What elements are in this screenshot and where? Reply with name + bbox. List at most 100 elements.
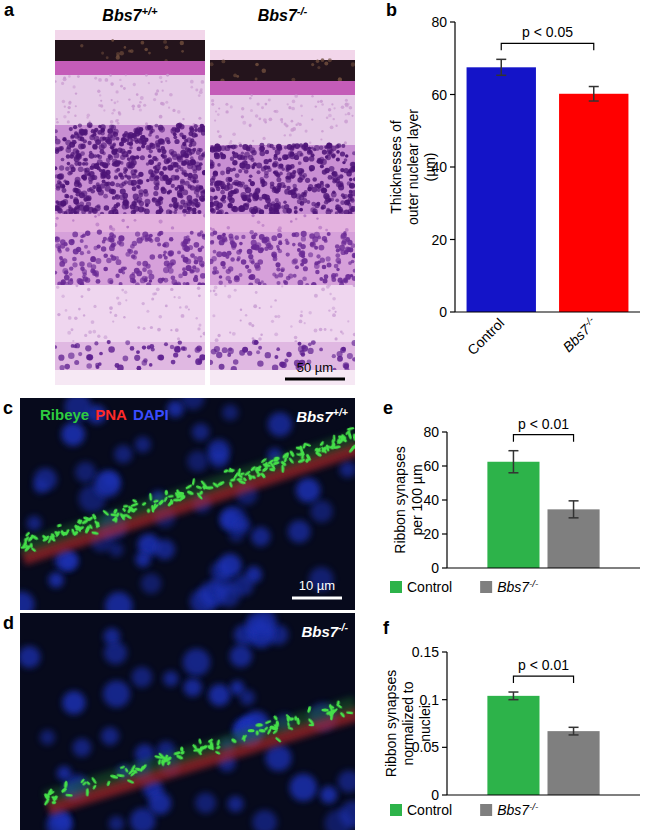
nucleus [278, 241, 282, 245]
nucleus [248, 179, 251, 182]
nucleus [177, 337, 180, 340]
nucleus [231, 245, 236, 250]
nucleus [74, 360, 79, 365]
nucleus [173, 352, 178, 357]
nucleus [90, 189, 95, 194]
nucleus [85, 162, 89, 166]
nucleus [72, 232, 78, 238]
nucleus [179, 205, 183, 209]
nucleus [349, 183, 355, 189]
nucleus [137, 138, 142, 143]
nucleus [335, 337, 338, 340]
nucleus [55, 223, 57, 227]
nucleus [55, 345, 57, 349]
nucleus [308, 146, 312, 150]
nucleus [91, 320, 95, 324]
nucleus [78, 166, 84, 172]
nucleus [104, 205, 110, 211]
nucleus [249, 124, 252, 127]
nucleus [353, 269, 355, 273]
nucleus [286, 208, 292, 214]
nucleus [195, 268, 200, 273]
nucleus [212, 270, 216, 274]
nucleus [316, 217, 318, 219]
nucleus [245, 314, 247, 316]
nucleus [264, 247, 268, 251]
dapi-nucleus [61, 423, 84, 446]
nucleus [182, 118, 184, 120]
nucleus [158, 138, 164, 144]
nucleus [331, 103, 333, 105]
nucleus [330, 198, 334, 202]
nucleus [256, 102, 259, 105]
nucleus [178, 340, 182, 344]
nucleus [149, 363, 153, 367]
nucleus [132, 108, 134, 110]
nucleus [87, 288, 90, 291]
nucleus [96, 204, 100, 208]
nucleus [326, 116, 329, 119]
nucleus [218, 107, 220, 109]
nucleus [69, 195, 73, 199]
scale-bar [285, 378, 345, 381]
nucleus [110, 82, 114, 86]
nucleus [75, 92, 77, 94]
nucleus [277, 185, 281, 189]
nucleus [198, 324, 201, 327]
nucleus [286, 352, 291, 357]
nucleus [290, 220, 293, 223]
nucleus [166, 209, 172, 215]
nucleus [96, 279, 101, 284]
nucleus [74, 317, 78, 321]
nucleus [114, 169, 118, 173]
nucleus [321, 205, 326, 210]
nucleus [284, 281, 288, 285]
nucleus [335, 198, 339, 202]
nucleus [74, 181, 80, 187]
nucleus [144, 209, 150, 215]
nucleus [67, 120, 70, 123]
nucleus [351, 115, 353, 117]
nucleus [269, 208, 274, 213]
nucleus [260, 177, 264, 181]
nucleus [341, 193, 345, 197]
nucleus [61, 82, 64, 85]
nucleus [283, 201, 287, 205]
nucleus [137, 199, 141, 203]
nucleus [97, 335, 100, 338]
nucleus [108, 346, 115, 353]
nucleus [195, 202, 201, 208]
nucleus [157, 355, 162, 360]
nucleus [127, 157, 131, 161]
nucleus [144, 192, 149, 197]
nucleus [324, 61, 328, 65]
nucleus [133, 83, 136, 86]
nucleus [276, 173, 280, 177]
nucleus [351, 62, 355, 66]
nucleus [150, 326, 153, 329]
nucleus [292, 100, 296, 104]
nucleus [63, 77, 67, 81]
nucleus [308, 348, 314, 354]
nucleus [73, 197, 78, 202]
nucleus [136, 271, 142, 277]
nucleus [190, 253, 195, 258]
nucleus [95, 139, 101, 145]
nucleus [68, 279, 74, 285]
nucleus [300, 311, 302, 313]
nucleus [169, 237, 173, 241]
nucleus [284, 359, 288, 363]
nucleus [109, 124, 114, 129]
nucleus [341, 106, 345, 110]
nucleus [90, 175, 95, 180]
nucleus [66, 147, 72, 153]
nucleus [109, 306, 113, 310]
nucleus [340, 347, 346, 353]
nucleus [162, 243, 166, 247]
nucleus [251, 94, 253, 96]
nucleus [197, 286, 200, 289]
nucleus [336, 249, 340, 253]
nucleus [257, 220, 261, 224]
nucleus [111, 39, 114, 42]
dapi-nucleus [135, 552, 151, 568]
